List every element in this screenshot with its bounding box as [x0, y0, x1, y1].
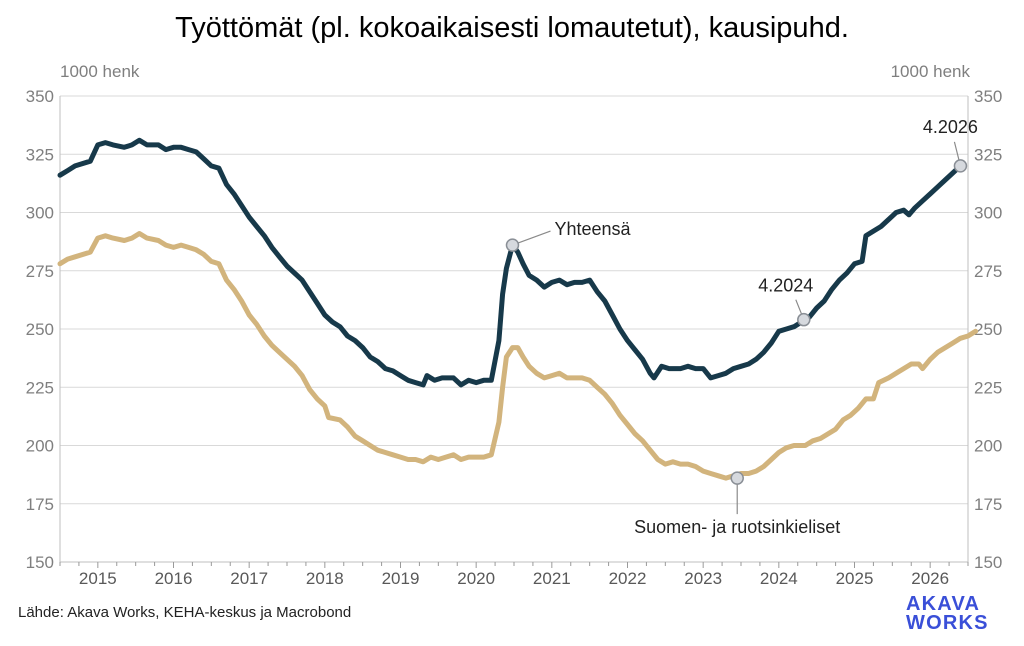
gridlines [60, 95, 968, 563]
annotations: Yhteensä Suomen- ja ruotsinkieliset 4.2024… [505, 117, 978, 537]
xtick-2026: 2026 [911, 569, 949, 588]
y-unit-left: 1000 henk [60, 62, 140, 81]
ytick-right-325: 325 [974, 145, 1002, 164]
xtick-2018: 2018 [306, 569, 344, 588]
annotation-yhteensa-label: Yhteensä [554, 219, 631, 239]
ytick-left-200: 200 [26, 437, 54, 456]
ytick-left-175: 175 [26, 495, 54, 514]
xtick-2015: 2015 [79, 569, 117, 588]
annotation-4-2024-label: 4.2024 [758, 276, 813, 296]
ytick-left-325: 325 [26, 145, 54, 164]
xtick-2022: 2022 [609, 569, 647, 588]
annotation-suomen-ruotsinkieliset-label: Suomen- ja ruotsinkieliset [634, 517, 840, 537]
ytick-left-225: 225 [26, 378, 54, 397]
source-note: Lähde: Akava Works, KEHA-keskus ja Macro… [18, 604, 352, 621]
annotation-4-2026-label: 4.2026 [923, 117, 978, 137]
ytick-right-200: 200 [974, 437, 1002, 456]
xtick-2020: 2020 [457, 569, 495, 588]
xtick-2017: 2017 [230, 569, 268, 588]
series-line-0 [57, 137, 963, 388]
xtick-2021: 2021 [533, 569, 571, 588]
ytick-left-350: 350 [26, 87, 54, 106]
ytick-left-150: 150 [26, 553, 54, 572]
ytick-right-350: 350 [974, 87, 1002, 106]
annotation-4-2026-marker [953, 159, 968, 173]
ytick-right-275: 275 [974, 262, 1002, 281]
ytick-left-300: 300 [26, 204, 54, 223]
annotation-yhteensa-marker [505, 238, 520, 252]
ytick-left-275: 275 [26, 262, 54, 281]
annotation-suomen-ruotsinkieliset-marker [730, 471, 744, 485]
logo-line-2: WORKS [906, 612, 989, 634]
axes: 150 150 175 175 200 200 225 225 250 250 275 275 300 3… [26, 62, 1003, 588]
series-line-1 [57, 231, 979, 481]
xtick-2025: 2025 [836, 569, 874, 588]
annotation-4-2024-marker [797, 312, 811, 327]
akava-works-logo: AKAVA WORKS [906, 593, 989, 634]
chart-title: Työttömät (pl. kokoaikaisesti lomautetut… [175, 12, 849, 44]
xtick-2019: 2019 [382, 569, 420, 588]
y-unit-right: 1000 henk [891, 62, 971, 81]
xtick-2023: 2023 [684, 569, 722, 588]
xtick-2024: 2024 [760, 569, 798, 588]
ytick-right-300: 300 [974, 204, 1002, 223]
logo-line-1: AKAVA [906, 593, 981, 615]
ytick-right-150: 150 [974, 553, 1002, 572]
ytick-left-250: 250 [26, 320, 54, 339]
ytick-right-225: 225 [974, 378, 1002, 397]
series-lines [57, 137, 979, 481]
ytick-right-250: 250 [974, 320, 1002, 339]
ytick-right-175: 175 [974, 495, 1002, 514]
xtick-2016: 2016 [155, 569, 193, 588]
